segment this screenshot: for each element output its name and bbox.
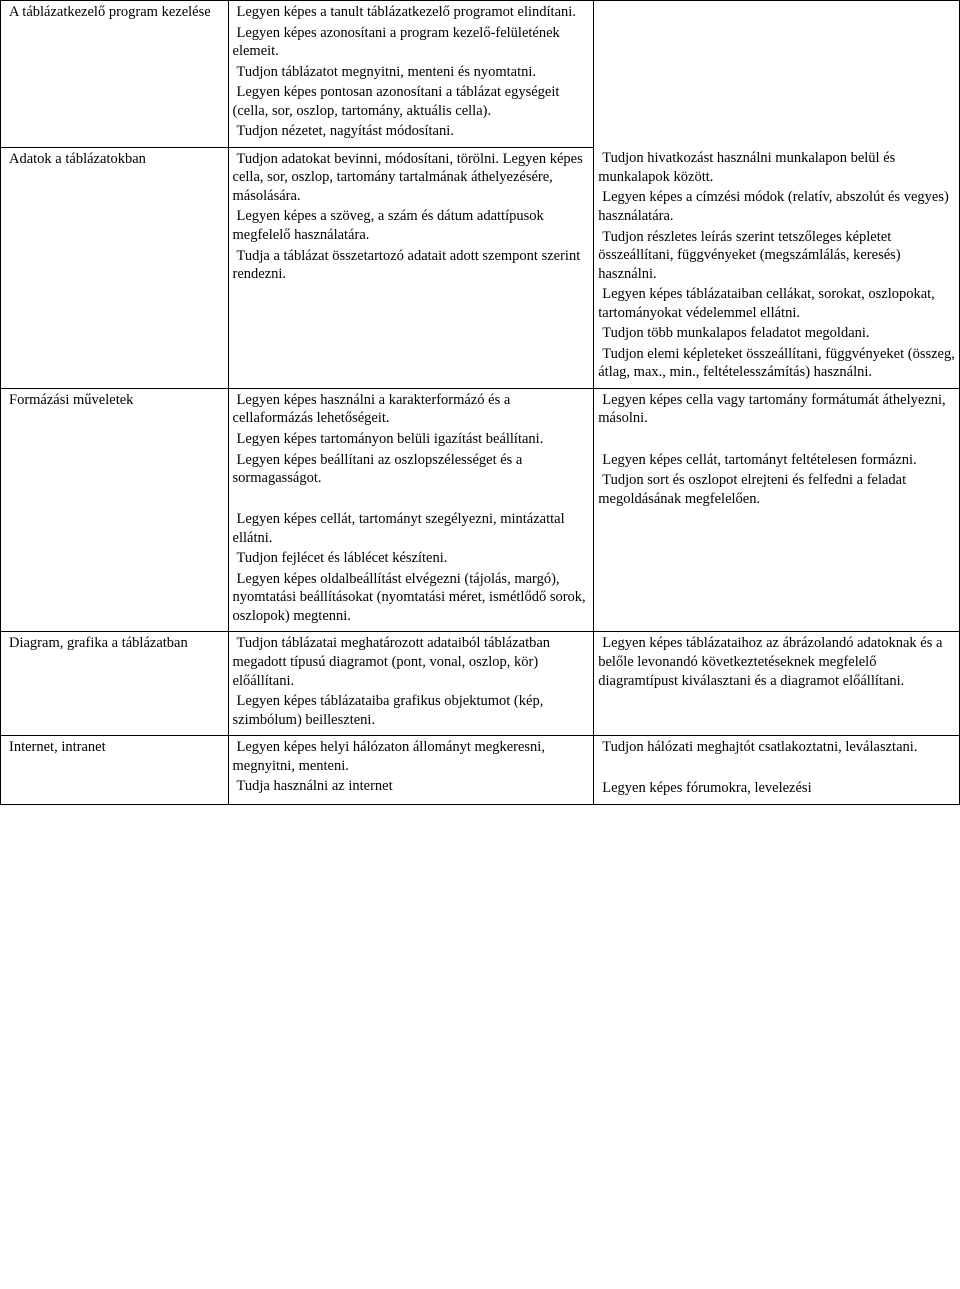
topic-cell: Diagram, grafika a táblázatban xyxy=(1,632,229,736)
spacer-line xyxy=(598,759,955,778)
req-text: Tudjon fejlécet és láblécet készíteni. xyxy=(233,549,590,568)
advanced-req-cell: Legyen képes cella vagy tartomány formát… xyxy=(594,388,960,632)
req-text: Legyen képes oldalbeállítást elvégezni (… xyxy=(233,570,590,626)
basic-req-cell: Legyen képes a tanult táblázatkezelő pro… xyxy=(228,1,594,148)
topic-text: Adatok a táblázatokban xyxy=(5,150,224,169)
topic-cell: Internet, intranet xyxy=(1,736,229,805)
req-text: Tudjon több munkalapos feladatot megolda… xyxy=(598,324,955,343)
topic-cell: A táblázatkezelő program kezelése xyxy=(1,1,229,148)
req-text: Tudjon adatokat bevinni, módosítani, tör… xyxy=(233,150,590,206)
topic-cell: Adatok a táblázatokban xyxy=(1,147,229,388)
req-text: Legyen képes beállítani az oszlopszéless… xyxy=(233,451,590,488)
req-text: Tudjon hálózati meghajtót csatlakoztatni… xyxy=(598,738,955,757)
req-text: Legyen képes a szöveg, a szám és dátum a… xyxy=(233,207,590,244)
curriculum-table: A táblázatkezelő program kezelése Legyen… xyxy=(0,0,960,805)
table-row: Internet, intranet Legyen képes helyi há… xyxy=(1,736,960,805)
req-text: Legyen képes helyi hálózaton állományt m… xyxy=(233,738,590,775)
req-text: Tudja a táblázat összetartozó adatait ad… xyxy=(233,247,590,284)
advanced-req-cell: Tudjon hálózati meghajtót csatlakoztatni… xyxy=(594,736,960,805)
req-text: Tudjon nézetet, nagyítást módosítani. xyxy=(233,122,590,141)
topic-text: Formázási műveletek xyxy=(5,391,224,410)
req-text: Tudjon táblázatot megnyitni, menteni és … xyxy=(233,63,590,82)
table-row: Diagram, grafika a táblázatban Tudjon tá… xyxy=(1,632,960,736)
table-row: Adatok a táblázatokban Tudjon adatokat b… xyxy=(1,147,960,388)
req-text: Legyen képes fórumokra, levelezési xyxy=(598,779,955,798)
spacer-line xyxy=(233,490,590,509)
req-text: Legyen képes a címzési módok (relatív, a… xyxy=(598,188,955,225)
topic-text: Diagram, grafika a táblázatban xyxy=(5,634,224,653)
req-text: Legyen képes táblázataiban cellákat, sor… xyxy=(598,285,955,322)
advanced-req-cell: Tudjon hivatkozást használni munkalapon … xyxy=(594,147,960,388)
req-text: Legyen képes táblázataiba grafikus objek… xyxy=(233,692,590,729)
req-text: Legyen képes használni a karakterformázó… xyxy=(233,391,590,428)
req-text: Tudjon elemi képleteket összeállítani, f… xyxy=(598,345,955,382)
req-text: Tudjon sort és oszlopot elrejteni és fel… xyxy=(598,471,955,508)
topic-text: A táblázatkezelő program kezelése xyxy=(5,3,224,22)
req-text: Tudja használni az internet xyxy=(233,777,590,796)
req-text: Legyen képes cellát, tartományt szegélye… xyxy=(233,510,590,547)
req-text: Legyen képes táblázataihoz az ábrázoland… xyxy=(598,634,955,690)
topic-cell: Formázási műveletek xyxy=(1,388,229,632)
basic-req-cell: Legyen képes helyi hálózaton állományt m… xyxy=(228,736,594,805)
basic-req-cell: Tudjon adatokat bevinni, módosítani, tör… xyxy=(228,147,594,388)
table-row: A táblázatkezelő program kezelése Legyen… xyxy=(1,1,960,148)
req-text: Legyen képes cella vagy tartomány formát… xyxy=(598,391,955,428)
req-text: Tudjon táblázatai meghatározott adataibó… xyxy=(233,634,590,690)
table-row: Formázási műveletek Legyen képes használ… xyxy=(1,388,960,632)
req-text: Legyen képes azonosítani a program kezel… xyxy=(233,24,590,61)
spacer-line xyxy=(598,430,955,449)
topic-text: Internet, intranet xyxy=(5,738,224,757)
advanced-req-cell xyxy=(594,1,960,148)
req-text: Tudjon hivatkozást használni munkalapon … xyxy=(598,149,955,186)
req-text: Legyen képes cellát, tartományt feltétel… xyxy=(598,451,955,470)
basic-req-cell: Legyen képes használni a karakterformázó… xyxy=(228,388,594,632)
req-text: Legyen képes tartományon belüli igazítás… xyxy=(233,430,590,449)
req-text: Legyen képes a tanult táblázatkezelő pro… xyxy=(233,3,590,22)
req-text: Legyen képes pontosan azonosítani a tábl… xyxy=(233,83,590,120)
req-text: Tudjon részletes leírás szerint tetszőle… xyxy=(598,228,955,284)
advanced-req-cell: Legyen képes táblázataihoz az ábrázoland… xyxy=(594,632,960,736)
basic-req-cell: Tudjon táblázatai meghatározott adataibó… xyxy=(228,632,594,736)
